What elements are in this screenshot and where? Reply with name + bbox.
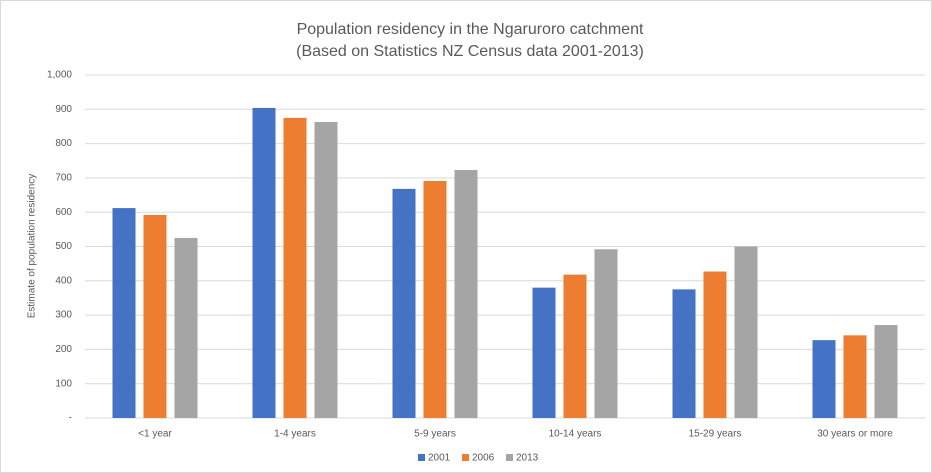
bar: [563, 274, 587, 418]
x-tick-label: 5-9 years: [414, 429, 456, 440]
x-tick-label: 10-14 years: [549, 429, 602, 440]
x-tick-label: 1-4 years: [274, 429, 316, 440]
legend-label: 2006: [472, 453, 495, 464]
bar: [812, 340, 836, 418]
legend-label: 2013: [516, 453, 539, 464]
legend-swatch: [462, 454, 469, 461]
bar: [252, 107, 276, 418]
bar: [843, 335, 867, 418]
y-tick-label: 300: [55, 310, 72, 321]
y-tick-label: 800: [55, 138, 72, 149]
y-tick-label: 1,000: [47, 70, 72, 81]
chart-subtitle: (Based on Statistics NZ Census data 2001…: [296, 43, 644, 60]
y-tick-label: 600: [55, 207, 72, 218]
y-tick-label: 400: [55, 275, 72, 286]
y-tick-label: 200: [55, 344, 72, 355]
chart-title: Population residency in the Ngaruroro ca…: [297, 21, 644, 38]
legend-swatch: [418, 454, 425, 461]
bar: [874, 325, 898, 418]
y-tick-label: 900: [55, 104, 72, 115]
bar: [703, 271, 727, 418]
bar: [594, 249, 618, 418]
y-axis-label: Estimate of population residency: [27, 174, 38, 319]
bar: [112, 208, 136, 418]
x-tick-label: 15-29 years: [689, 429, 742, 440]
y-tick-label: 100: [55, 378, 72, 389]
bar: [672, 289, 696, 418]
legend-label: 2001: [428, 453, 451, 464]
y-tick-label: 500: [55, 241, 72, 252]
bar: [532, 287, 556, 418]
y-tick-label: 700: [55, 173, 72, 184]
bar: [392, 188, 416, 418]
x-tick-label: 30 years or more: [817, 429, 893, 440]
legend-swatch: [506, 454, 513, 461]
bar: [423, 180, 447, 418]
bar: [734, 246, 758, 418]
bar: [143, 214, 167, 418]
bar: [314, 121, 338, 418]
y-tick-label: -: [69, 413, 72, 424]
bar: [454, 170, 478, 418]
bar: [174, 237, 198, 418]
x-tick-label: <1 year: [138, 429, 172, 440]
bar: [283, 117, 307, 418]
